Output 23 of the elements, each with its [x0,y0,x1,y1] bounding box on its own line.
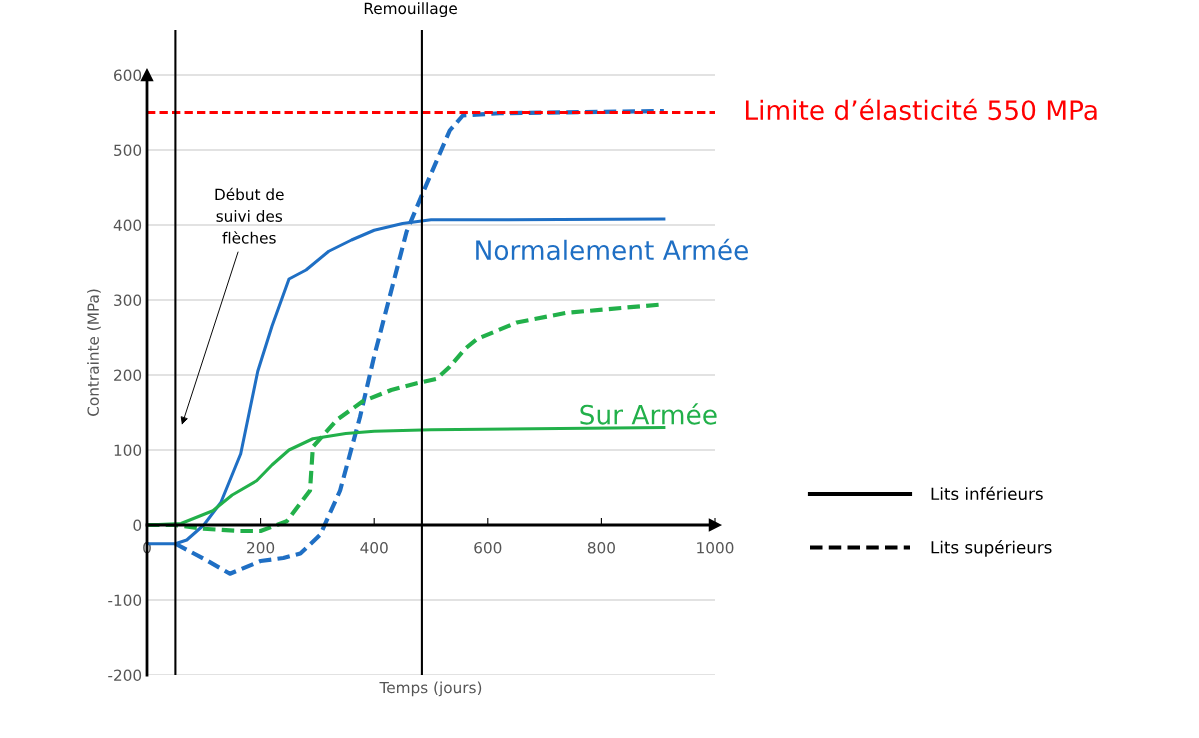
ref-line-label: Remouillage [364,2,457,18]
x-tick-label: 600 [474,541,502,554]
y-tick-label: 500 [114,144,142,157]
y-axis-title: Contrainte (MPa) [87,289,101,416]
y-tick-label: -100 [108,594,142,607]
y-tick-label: 400 [113,219,142,232]
x-tick-label: 200 [247,541,275,554]
y-tick-label: 200 [114,369,142,382]
y-tick-label: 100 [114,444,142,457]
x-tick-label: 400 [360,541,388,554]
annotation: Normalement Armée [476,238,748,261]
x-tick-label: 800 [587,541,615,554]
x-axis-title: Temps (jours) [379,681,482,697]
y-tick-label: 300 [114,294,142,307]
annotation: Sur Armée [580,403,717,425]
text: Lits inférieurs [931,486,1043,501]
ref-line-label: Limite d’élasticité 550 MPa [745,98,1097,121]
text: Lits supérieurs [931,540,1052,557]
y-tick-label: 0 [133,519,142,532]
x-tick-label: 1000 [697,541,734,554]
ref-line-label: Début de suivi des flèches [215,187,284,244]
y-tick-label: -200 [108,669,142,682]
y-tick-label: 600 [114,69,142,82]
